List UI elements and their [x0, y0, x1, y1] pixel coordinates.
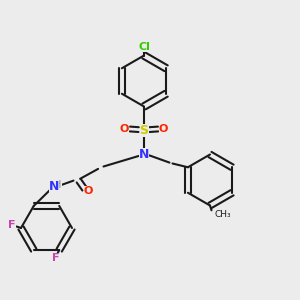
- Text: S: S: [140, 124, 148, 137]
- Text: CH₃: CH₃: [214, 210, 231, 219]
- Text: F: F: [8, 220, 16, 230]
- Text: O: O: [159, 124, 168, 134]
- Text: O: O: [84, 185, 93, 196]
- Text: N: N: [139, 148, 149, 161]
- Text: N: N: [49, 180, 59, 194]
- Text: Cl: Cl: [138, 42, 150, 52]
- Text: F: F: [52, 253, 59, 263]
- Text: H: H: [54, 180, 61, 190]
- Text: O: O: [120, 124, 129, 134]
